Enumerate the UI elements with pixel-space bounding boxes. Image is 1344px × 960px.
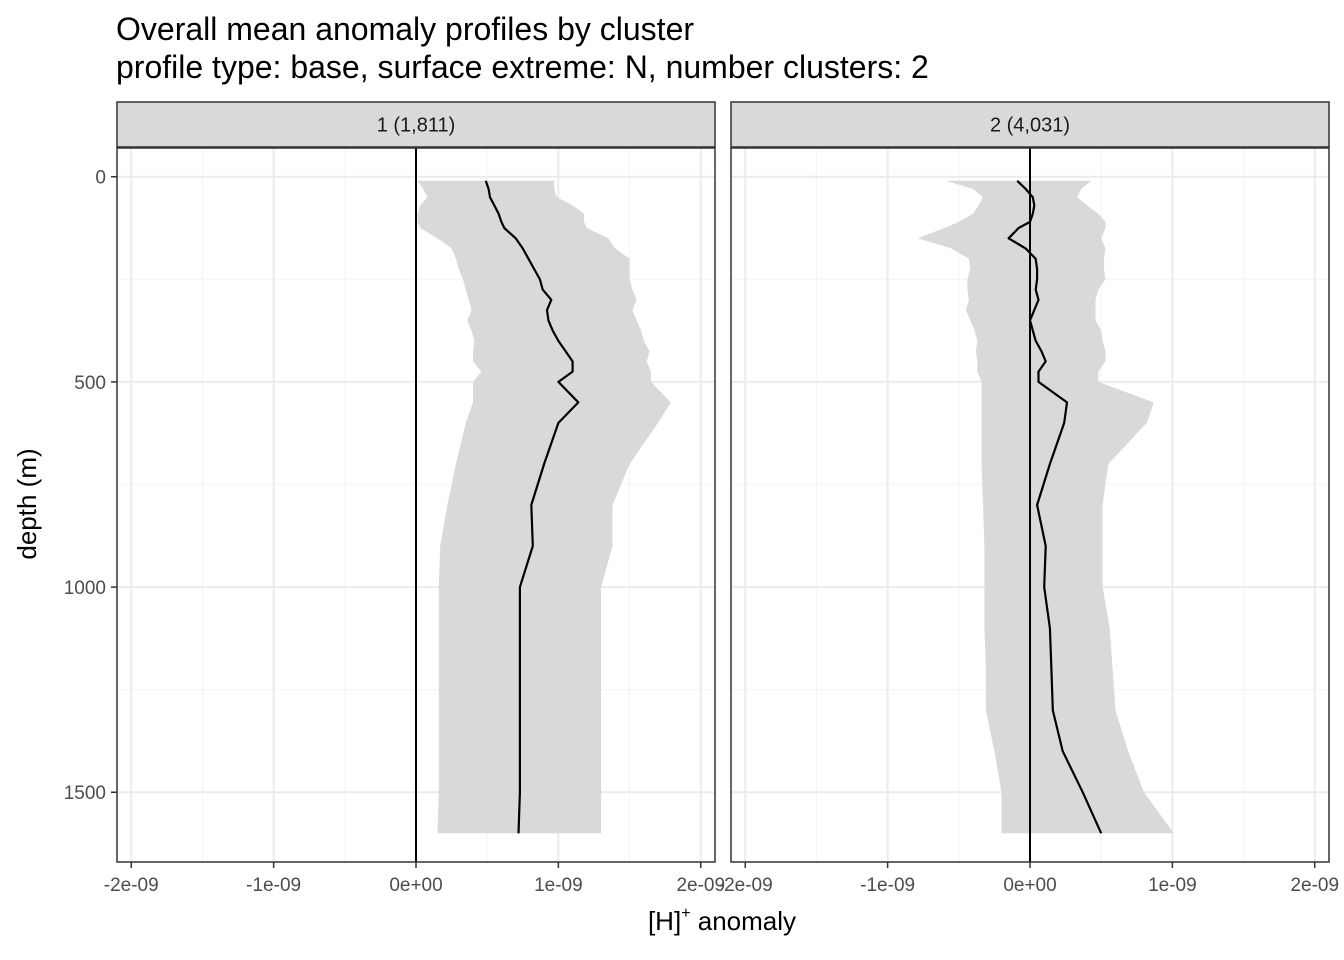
x-tick-label: 2e-09 xyxy=(676,875,725,896)
y-tick-label: 0 xyxy=(95,168,106,189)
chart-subtitle: profile type: base, surface extreme: N, … xyxy=(116,49,929,85)
x-tick-label: -2e-09 xyxy=(104,875,159,896)
uncertainty-ribbon xyxy=(417,180,671,834)
y-tick-label: 1500 xyxy=(64,783,106,804)
facet-strip xyxy=(116,101,716,148)
facet-strip xyxy=(730,101,1330,148)
facet-panel-1: 1 (1,811) -2e-09 -1e-09 0e+00 1e-09 2e-09 0 500… xyxy=(64,101,725,896)
facet-panels: 1 (1,811) -2e-09 -1e-09 0e+00 1e-09 2e-09 0 500… xyxy=(64,101,1339,896)
facet-strip-label: 2 (4,031) xyxy=(990,115,1070,137)
uncertainty-ribbon xyxy=(917,180,1174,834)
x-tick-label: 0e+00 xyxy=(1003,875,1056,896)
x-tick-label: -1e-09 xyxy=(860,875,915,896)
x-tick-label: 1e-09 xyxy=(534,875,583,896)
mean-profile-line xyxy=(484,180,580,834)
facet-strip-label: 1 (1,811) xyxy=(377,115,456,137)
facet-panel-2: 2 (4,031) -2e-09 -1e-09 0e+00 1e-09 2e-09 xyxy=(718,101,1339,896)
x-tick-label: -1e-09 xyxy=(246,875,301,896)
x-tick-label: -2e-09 xyxy=(718,875,773,896)
chart-title: Overall mean anomaly profiles by cluster xyxy=(116,11,694,47)
x-axis-title-superscript: + xyxy=(681,905,690,922)
y-tick-label: 500 xyxy=(74,373,106,394)
y-tick-label: 1000 xyxy=(64,578,106,599)
x-tick-label: 1e-09 xyxy=(1148,875,1197,896)
x-axis-title-main: [H] xyxy=(648,906,681,936)
x-axis-title-rest: anomaly xyxy=(691,906,797,936)
x-tick-label: 0e+00 xyxy=(389,875,442,896)
mean-profile-line xyxy=(1007,180,1103,834)
x-tick-label: 2e-09 xyxy=(1290,875,1339,896)
x-axis-title: [H]+ anomaly xyxy=(648,905,796,936)
y-axis-title: depth (m) xyxy=(12,448,42,559)
